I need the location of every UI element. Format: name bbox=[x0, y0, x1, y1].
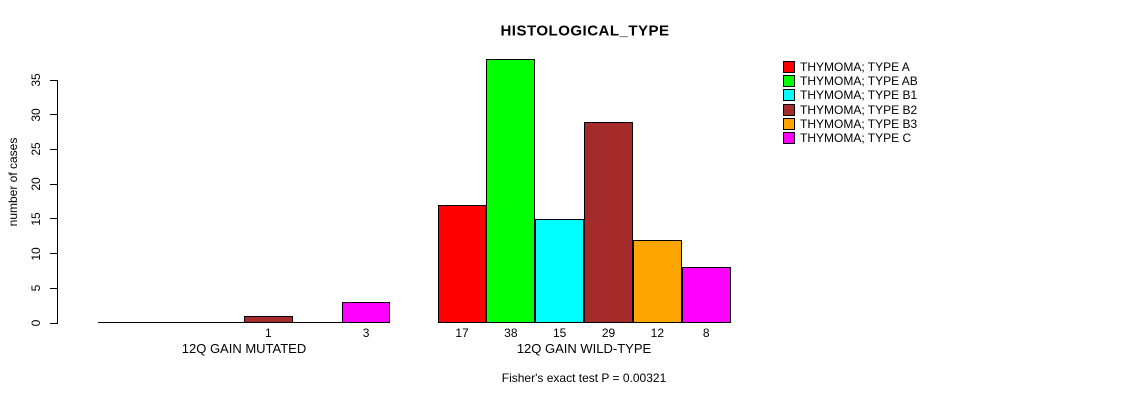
legend-item: THYMOMA; TYPE B1 bbox=[783, 88, 918, 102]
bar-value-label: 1 bbox=[265, 326, 272, 340]
bar-zero-baseline bbox=[195, 322, 244, 323]
y-tick-label: 30 bbox=[29, 108, 43, 122]
bar bbox=[243, 316, 293, 323]
bar-value-label: 29 bbox=[601, 326, 616, 340]
y-axis-label: number of cases bbox=[6, 137, 20, 227]
legend-item: THYMOMA; TYPE C bbox=[783, 131, 918, 145]
y-axis-tick bbox=[50, 148, 57, 150]
y-axis-tick bbox=[50, 322, 57, 324]
legend-item: THYMOMA; TYPE A bbox=[783, 60, 918, 74]
legend-swatch-icon bbox=[783, 61, 795, 74]
x-group-label-wild-type: 12Q GAIN WILD-TYPE bbox=[516, 341, 652, 356]
bar-zero-baseline bbox=[97, 322, 147, 323]
legend-label: THYMOMA; TYPE B1 bbox=[800, 88, 918, 103]
y-tick-label: 5 bbox=[29, 284, 43, 292]
y-axis-tick bbox=[50, 218, 57, 220]
legend-label: THYMOMA; TYPE C bbox=[800, 131, 912, 146]
legend-swatch-icon bbox=[783, 89, 795, 102]
legend-item: THYMOMA; TYPE AB bbox=[783, 74, 918, 88]
legend-label: THYMOMA; TYPE AB bbox=[800, 74, 918, 89]
legend-item: THYMOMA; TYPE B2 bbox=[783, 103, 918, 117]
bar-value-label: 3 bbox=[362, 326, 370, 340]
bar bbox=[535, 218, 585, 323]
bar-zero-baseline bbox=[146, 322, 196, 323]
chart-title: HISTOLOGICAL_TYPE bbox=[500, 22, 670, 40]
x-group-label-mutated: 12Q GAIN MUTATED bbox=[181, 341, 307, 356]
y-axis-line bbox=[57, 80, 58, 324]
y-tick-label: 0 bbox=[29, 319, 43, 327]
legend-swatch-icon bbox=[783, 103, 795, 116]
legend-label: THYMOMA; TYPE B3 bbox=[800, 116, 918, 131]
legend-swatch-icon bbox=[783, 132, 795, 145]
y-tick-label: 20 bbox=[29, 177, 43, 191]
bar bbox=[341, 302, 391, 323]
bar-value-label: 12 bbox=[650, 326, 665, 340]
legend-item: THYMOMA; TYPE B3 bbox=[783, 117, 918, 131]
bar bbox=[437, 204, 487, 323]
y-axis-tick bbox=[50, 183, 57, 185]
fisher-test-text: Fisher's exact test P = 0.00321 bbox=[501, 371, 667, 385]
legend-label: THYMOMA; TYPE B2 bbox=[800, 102, 918, 117]
legend-label: THYMOMA; TYPE A bbox=[800, 60, 910, 75]
y-tick-label: 10 bbox=[29, 246, 43, 261]
bar bbox=[486, 59, 536, 323]
y-tick-label: 15 bbox=[29, 212, 43, 226]
legend-swatch-icon bbox=[783, 117, 795, 130]
y-axis-tick bbox=[50, 287, 57, 289]
bar bbox=[681, 267, 731, 323]
bar bbox=[584, 121, 633, 323]
bar-value-label: 38 bbox=[504, 326, 518, 340]
bar-value-label: 15 bbox=[552, 326, 567, 340]
bar-value-label: 8 bbox=[702, 326, 710, 340]
y-tick-label: 35 bbox=[29, 73, 43, 87]
bar-value-label: 17 bbox=[455, 326, 469, 340]
legend: THYMOMA; TYPE A THYMOMA; TYPE AB THYMOMA; … bbox=[783, 60, 918, 145]
bar-zero-baseline bbox=[292, 322, 342, 323]
y-axis-tick bbox=[50, 114, 57, 116]
bar bbox=[632, 239, 682, 323]
y-tick-label: 25 bbox=[29, 142, 43, 157]
legend-swatch-icon bbox=[783, 75, 795, 88]
y-axis-tick bbox=[50, 253, 57, 255]
y-axis-tick bbox=[50, 79, 57, 81]
